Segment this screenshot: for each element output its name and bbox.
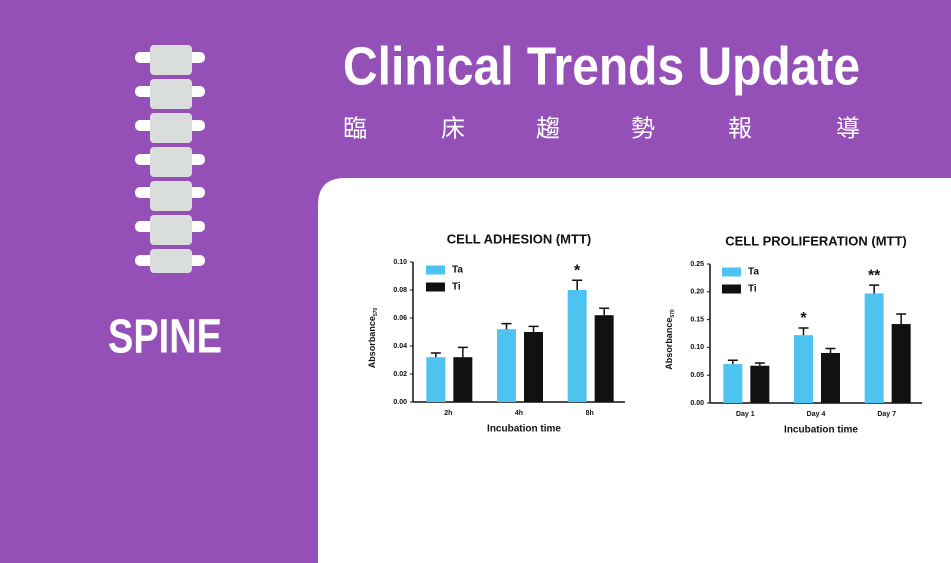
significance-marker: * bbox=[574, 262, 581, 279]
bar bbox=[426, 357, 446, 402]
bar bbox=[594, 315, 614, 402]
error-bar bbox=[572, 279, 583, 290]
y-tick-label: 0.00 bbox=[690, 400, 704, 407]
x-tick-label: Day 4 bbox=[807, 411, 826, 418]
subtitle-char: 勢 bbox=[631, 115, 655, 142]
subtitle-char: 報 bbox=[728, 115, 752, 142]
legend-swatch bbox=[722, 267, 741, 277]
y-tick-label: 0.06 bbox=[393, 315, 407, 322]
y-axis-label-main: Absorbance bbox=[367, 316, 377, 368]
bar bbox=[453, 357, 473, 402]
y-tick-label: 0.10 bbox=[690, 344, 704, 351]
error-bar bbox=[798, 327, 809, 336]
bar bbox=[750, 365, 770, 403]
error-bar bbox=[896, 313, 907, 325]
y-axis-label-main: Absorbance bbox=[664, 318, 674, 370]
legend-swatch bbox=[426, 265, 445, 275]
y-tick-label: 0.00 bbox=[393, 399, 407, 406]
y-axis-label-subscript: 570 bbox=[670, 309, 676, 318]
x-axis-label: Incubation time bbox=[784, 425, 858, 436]
section-label: SPINE bbox=[108, 311, 222, 364]
bar bbox=[567, 290, 587, 402]
bar bbox=[891, 324, 911, 403]
bar bbox=[497, 329, 516, 402]
y-tick-label: 0.15 bbox=[690, 316, 704, 323]
subtitle-char: 臨 bbox=[343, 115, 367, 142]
y-axis-label: Absorbance570 bbox=[367, 308, 379, 369]
chart-title: CELL ADHESION (MTT) bbox=[447, 231, 591, 246]
error-bar bbox=[754, 362, 765, 366]
y-tick-label: 0.25 bbox=[690, 261, 704, 268]
error-bar bbox=[430, 352, 441, 358]
subtitle-char: 趨 bbox=[536, 115, 560, 142]
legend-swatch bbox=[426, 282, 445, 292]
legend-label: Ta bbox=[748, 267, 759, 278]
x-tick-label: Day 7 bbox=[877, 411, 896, 418]
x-tick-label: 4h bbox=[515, 410, 523, 417]
y-tick-label: 0.04 bbox=[393, 343, 407, 350]
content-panel bbox=[318, 178, 951, 563]
legend-label: Ti bbox=[452, 282, 461, 293]
bar bbox=[794, 335, 813, 403]
bar bbox=[524, 332, 543, 402]
x-axis-label: Incubation time bbox=[487, 424, 561, 435]
error-bar bbox=[599, 307, 610, 316]
y-tick-label: 0.20 bbox=[690, 289, 704, 296]
x-tick-label: Day 1 bbox=[736, 411, 755, 418]
x-tick-label: 8h bbox=[586, 410, 594, 417]
y-tick-label: 0.02 bbox=[393, 371, 407, 378]
error-bar bbox=[501, 322, 512, 330]
chart-title: CELL PROLIFERATION (MTT) bbox=[725, 233, 907, 248]
bar bbox=[723, 364, 743, 403]
page-title: Clinical Trends Update bbox=[343, 36, 860, 96]
subtitle-char: 導 bbox=[836, 115, 860, 142]
subtitle-char: 床 bbox=[441, 115, 465, 142]
significance-marker: * bbox=[800, 310, 807, 327]
spine-icon bbox=[135, 45, 205, 273]
y-tick-label: 0.10 bbox=[393, 259, 407, 266]
y-axis-label-subscript: 570 bbox=[373, 308, 379, 317]
error-bar bbox=[727, 359, 738, 365]
error-bar bbox=[869, 284, 880, 294]
legend-swatch bbox=[722, 284, 741, 294]
legend-label: Ti bbox=[748, 284, 757, 295]
bar bbox=[821, 352, 840, 403]
legend-label: Ta bbox=[452, 265, 463, 276]
x-tick-label: 2h bbox=[444, 410, 452, 417]
y-axis-label: Absorbance570 bbox=[664, 309, 676, 370]
y-tick-label: 0.05 bbox=[690, 372, 704, 379]
error-bar bbox=[457, 346, 468, 358]
error-bar bbox=[825, 347, 836, 353]
error-bar bbox=[528, 325, 539, 332]
bar bbox=[864, 293, 884, 403]
y-tick-label: 0.08 bbox=[393, 287, 407, 294]
subtitle: 臨床趨勢報導 bbox=[343, 115, 860, 142]
significance-marker: ** bbox=[868, 267, 881, 284]
